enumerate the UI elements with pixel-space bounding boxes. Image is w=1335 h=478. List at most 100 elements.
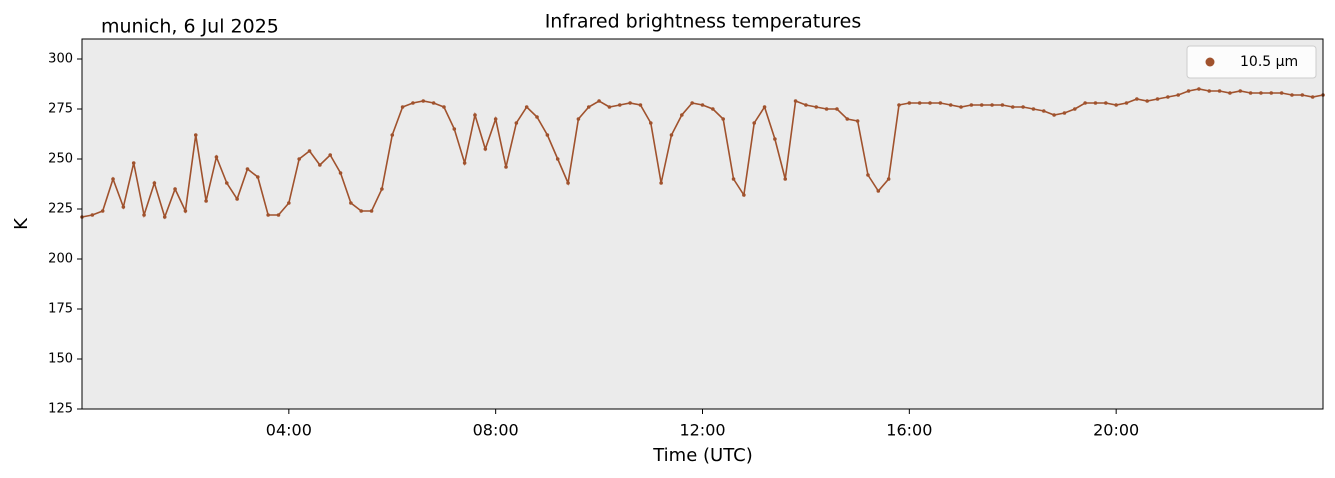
data-point <box>1124 101 1129 105</box>
data-point <box>886 177 891 181</box>
data-point <box>328 153 333 157</box>
data-point <box>731 177 736 181</box>
data-point <box>690 101 694 105</box>
data-point <box>1310 95 1315 99</box>
data-point <box>1010 105 1015 109</box>
data-point <box>824 107 829 111</box>
data-point <box>617 103 622 107</box>
data-point <box>131 161 136 165</box>
data-point <box>990 103 994 107</box>
data-point <box>948 103 953 107</box>
data-point <box>162 215 167 219</box>
data-point <box>1259 91 1263 95</box>
data-point <box>1021 105 1025 109</box>
data-point <box>566 181 570 185</box>
data-point <box>245 167 250 171</box>
data-point <box>462 161 467 165</box>
data-point <box>1166 95 1170 99</box>
data-point <box>586 105 591 109</box>
data-point <box>1041 109 1046 113</box>
data-point <box>400 105 405 109</box>
data-point <box>90 213 95 217</box>
data-point <box>452 127 457 131</box>
data-point <box>214 155 219 159</box>
y-tick-label: 200 <box>48 252 73 267</box>
data-point <box>752 121 757 125</box>
data-point <box>638 103 643 107</box>
x-tick-label: 12:00 <box>679 421 725 440</box>
data-point <box>173 187 177 191</box>
data-point <box>100 209 105 213</box>
data-point <box>804 103 808 107</box>
data-point <box>1279 91 1284 95</box>
data-point <box>535 115 539 119</box>
data-point <box>369 209 374 213</box>
x-axis-label: Time (UTC) <box>652 445 753 466</box>
annotation: munich, 6 Jul 2025 <box>101 16 279 38</box>
x-tick-label: 08:00 <box>473 421 519 440</box>
data-point <box>442 105 446 109</box>
data-point <box>783 177 788 181</box>
data-point <box>969 103 974 107</box>
data-point <box>297 157 301 161</box>
data-point <box>876 189 881 193</box>
y-tick-label: 225 <box>48 202 73 217</box>
data-point <box>938 101 943 105</box>
data-point <box>866 173 870 177</box>
data-point <box>1114 103 1118 107</box>
data-point <box>1269 91 1274 95</box>
data-point <box>1238 89 1243 93</box>
data-point <box>711 107 715 111</box>
data-point <box>307 149 312 153</box>
data-point <box>907 101 912 105</box>
data-point <box>1155 97 1160 101</box>
data-point <box>142 213 146 217</box>
marks <box>80 87 1325 220</box>
data-point <box>721 117 725 121</box>
data-point <box>835 107 839 111</box>
y-tick-label: 250 <box>48 152 73 167</box>
x-tick-label: 04:00 <box>266 421 312 440</box>
data-point <box>1104 101 1108 105</box>
data-point <box>959 105 963 109</box>
data-point <box>917 101 922 105</box>
data-point <box>928 101 932 105</box>
data-point <box>680 113 684 117</box>
plot-area <box>82 39 1323 409</box>
y-tick-label: 125 <box>48 402 73 417</box>
legend <box>1186 45 1317 79</box>
y-axis-label: K <box>11 217 32 230</box>
data-point <box>814 105 819 109</box>
data-point <box>235 197 239 201</box>
data-point <box>1062 111 1067 115</box>
y-tick-label: 275 <box>48 102 73 117</box>
data-point <box>493 117 498 121</box>
data-point <box>659 181 663 185</box>
data-point <box>390 133 395 137</box>
legend-marker <box>1205 57 1215 67</box>
data-point <box>1093 101 1098 105</box>
data-point <box>183 209 188 213</box>
y-tick-label: 175 <box>48 302 73 317</box>
data-point <box>762 105 767 109</box>
data-point <box>1073 107 1077 111</box>
data-point <box>845 117 850 121</box>
data-point <box>193 133 198 137</box>
data-point <box>700 103 705 107</box>
data-point <box>669 133 674 137</box>
data-point <box>224 181 229 185</box>
data-point <box>524 105 529 109</box>
data-point <box>152 181 157 185</box>
data-point <box>597 99 601 103</box>
data-point <box>1207 89 1212 93</box>
data-point <box>204 199 208 203</box>
data-point <box>897 103 901 107</box>
data-point <box>504 165 508 169</box>
data-point <box>648 121 653 125</box>
data-point <box>545 133 550 137</box>
data-point <box>483 147 488 151</box>
data-point <box>855 119 860 123</box>
data-point <box>628 101 632 105</box>
data-point <box>1176 93 1181 97</box>
